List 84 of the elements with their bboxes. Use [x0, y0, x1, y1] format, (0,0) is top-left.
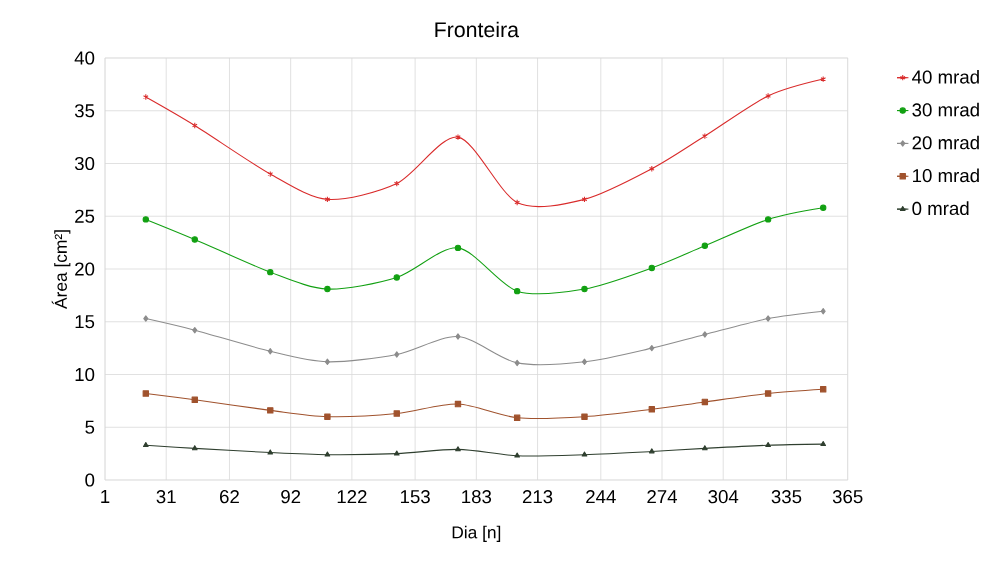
point: [702, 331, 708, 338]
y-tick-label: 0: [85, 473, 95, 487]
point: [514, 199, 520, 206]
y-tick-label: 30: [74, 156, 95, 171]
x-tick-label: 1: [101, 490, 110, 503]
point: [394, 351, 400, 358]
x-tick-label: 304: [708, 490, 739, 504]
x-tick-label: 365: [832, 490, 863, 504]
y-tick-label: 10: [75, 367, 95, 382]
x-tick-label: 244: [586, 490, 616, 504]
point: [820, 440, 827, 446]
y-tick-label: 35: [74, 104, 95, 118]
point: [324, 451, 331, 457]
point: [581, 451, 588, 457]
point: [819, 204, 827, 212]
x-axis-title: Dia [n]: [452, 525, 501, 542]
point: [454, 400, 462, 408]
point: [455, 333, 461, 340]
point: [267, 407, 274, 414]
point: [702, 445, 708, 451]
y-tick-label: 5: [85, 420, 95, 434]
y-axis-title: Área [cm²]: [51, 230, 71, 309]
point: [648, 406, 656, 413]
x-tick-label: 183: [462, 490, 492, 504]
point: [393, 450, 400, 456]
y-tick-label: 20: [75, 262, 95, 276]
x-tick-label: 92: [281, 490, 301, 504]
point: [324, 413, 331, 420]
point: [581, 196, 588, 203]
point: [701, 398, 709, 406]
point: [581, 413, 588, 420]
point: [455, 133, 461, 141]
point: [513, 287, 521, 295]
legend-label: 30 mrad: [912, 102, 979, 117]
x-tick-label: 153: [400, 490, 430, 504]
point: [142, 390, 150, 397]
point: [143, 315, 149, 322]
point: [393, 274, 400, 281]
point: [267, 348, 273, 355]
y-tick-label: 40: [74, 51, 95, 65]
point: [455, 446, 461, 452]
point: [819, 386, 827, 393]
point: [765, 441, 771, 448]
point: [324, 285, 331, 293]
point: [267, 449, 274, 455]
point: [581, 285, 588, 293]
point: [820, 307, 826, 315]
chart-title: Fronteira: [435, 21, 520, 38]
point: [191, 396, 198, 404]
legend-label: 0 mrad: [912, 201, 969, 216]
legend-label: 10 mrad: [913, 168, 979, 183]
x-tick-label: 122: [337, 490, 367, 504]
point: [649, 344, 655, 352]
point: [142, 441, 149, 448]
point: [764, 390, 772, 397]
point: [192, 326, 198, 334]
point: [393, 410, 400, 417]
point: [142, 216, 150, 223]
y-tick-label: 25: [75, 209, 95, 223]
x-tick-label: 31: [156, 490, 176, 504]
legend-label: 20 mrad: [912, 135, 979, 150]
point: [514, 359, 520, 367]
y-tick-label: 15: [75, 315, 95, 329]
x-tick-label: 335: [771, 490, 802, 504]
point: [765, 315, 771, 322]
point: [701, 242, 709, 249]
point: [454, 244, 462, 252]
point: [513, 414, 521, 421]
point: [648, 448, 655, 454]
point: [764, 216, 772, 223]
point: [765, 92, 771, 100]
point: [702, 132, 708, 140]
point: [648, 264, 656, 272]
point: [191, 445, 198, 451]
point: [581, 358, 588, 366]
x-tick-label: 274: [647, 490, 678, 504]
point: [324, 358, 330, 366]
legend-label: 40 mrad: [912, 69, 979, 84]
x-tick-label: 213: [522, 490, 553, 504]
point: [514, 452, 520, 458]
point: [648, 165, 655, 172]
point: [267, 268, 274, 276]
x-tick-label: 62: [220, 490, 239, 504]
point: [191, 236, 198, 243]
